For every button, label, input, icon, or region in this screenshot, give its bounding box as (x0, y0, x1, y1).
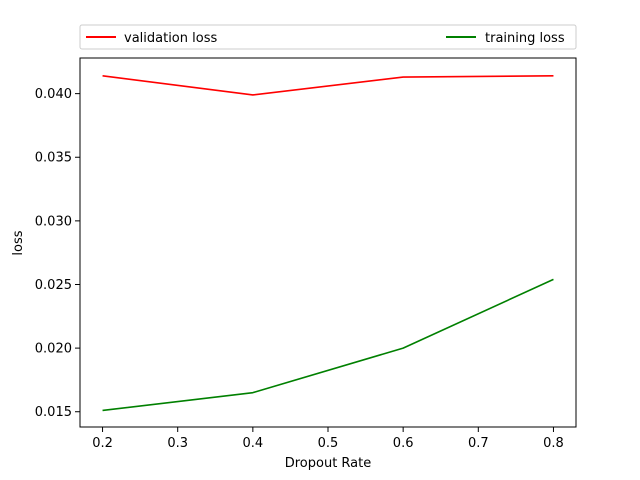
y-tick-label: 0.035 (35, 151, 72, 166)
x-tick-label: 0.4 (243, 436, 264, 451)
x-axis-ticks: 0.2 0.3 0.4 0.5 0.6 0.7 0.8 (92, 427, 564, 451)
y-tick-label: 0.020 (35, 342, 72, 357)
y-axis-ticks: 0.015 0.020 0.025 0.030 0.035 0.040 (35, 87, 80, 420)
x-tick-label: 0.8 (543, 436, 564, 451)
y-tick-label: 0.040 (35, 87, 72, 102)
y-axis-label: loss (11, 230, 26, 255)
legend-label-validation-loss: validation loss (124, 31, 217, 46)
x-tick-label: 0.5 (318, 436, 339, 451)
y-tick-label: 0.030 (35, 214, 72, 229)
legend: validation loss training loss (79, 24, 577, 50)
legend-label-training-loss: training loss (485, 31, 565, 46)
x-tick-label: 0.3 (167, 436, 188, 451)
x-tick-label: 0.2 (92, 436, 113, 451)
x-axis-label: Dropout Rate (285, 456, 372, 471)
x-tick-label: 0.7 (468, 436, 489, 451)
plot-area (80, 58, 576, 427)
x-tick-label: 0.6 (393, 436, 414, 451)
series-line-validation-loss (102, 75, 554, 96)
series-layer (102, 75, 554, 412)
y-tick-label: 0.025 (35, 278, 72, 293)
legend-box (79, 24, 577, 50)
series-line-training-loss (102, 278, 554, 412)
y-tick-label: 0.015 (35, 405, 72, 420)
